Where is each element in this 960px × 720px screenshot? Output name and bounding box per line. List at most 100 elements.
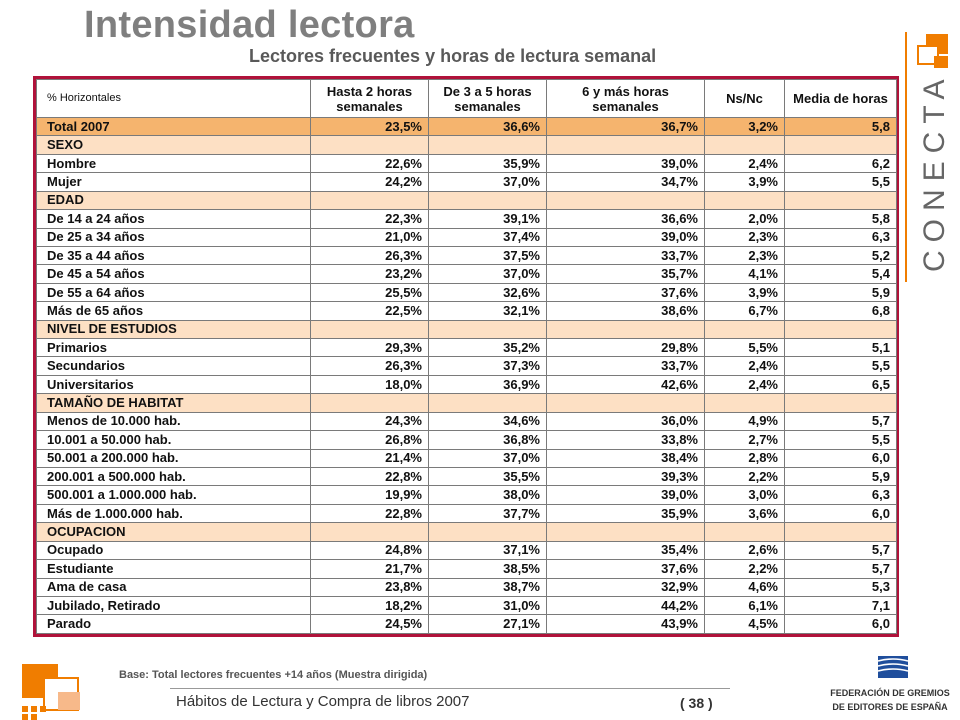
table-cell: 43,9% — [546, 614, 705, 634]
row-label: De 45 a 54 años — [36, 264, 311, 284]
table-section-row: SEXO — [36, 135, 897, 155]
table-cell: 6,3 — [784, 485, 897, 505]
row-label: Parado — [36, 614, 311, 634]
table-cell — [704, 190, 785, 211]
reading-intensity-table: % Horizontales Hasta 2 horas semanales D… — [36, 79, 897, 634]
table-cell: 6,2 — [784, 153, 897, 174]
table-cell: 36,0% — [546, 411, 705, 432]
table-cell: 36,9% — [428, 374, 547, 395]
table-cell: 37,7% — [428, 503, 547, 524]
row-label: Total 2007 — [36, 116, 311, 137]
table-cell: 38,6% — [546, 301, 705, 321]
row-label: Ama de casa — [36, 577, 311, 597]
table-cell — [310, 190, 429, 211]
table-cell: 21,0% — [310, 227, 429, 247]
table-cell — [546, 135, 705, 155]
row-label: De 14 a 24 años — [36, 209, 311, 229]
section-label: OCUPACION — [36, 522, 311, 542]
table-cell: 26,3% — [310, 356, 429, 376]
table-cell: 5,7 — [784, 559, 897, 579]
table-cell: 26,3% — [310, 245, 429, 266]
table-cell: 4,6% — [704, 577, 785, 597]
table-cell: 38,4% — [546, 448, 705, 469]
base-note: Base: Total lectores frecuentes +14 años… — [119, 669, 428, 681]
table-row: 500.001 a 1.000.000 hab. 19,9% 38,0% 39,0% 3… — [36, 485, 897, 505]
table-cell: 37,3% — [428, 356, 547, 376]
table-row: Estudiante 21,7% 38,5% 37,6% 2,2% 5,7 — [36, 559, 897, 579]
table-cell: 3,6% — [704, 503, 785, 524]
data-table-frame: % Horizontales Hasta 2 horas semanales D… — [33, 76, 899, 637]
table-cell: 22,5% — [310, 301, 429, 321]
table-cell: 36,8% — [428, 430, 547, 450]
table-cell: 26,8% — [310, 430, 429, 450]
table-cell: 36,6% — [428, 116, 547, 137]
table-cell: 37,5% — [428, 245, 547, 266]
orange-squares-logo — [22, 664, 80, 720]
table-row: Primarios 29,3% 35,2% 29,8% 5,5% 5,1 — [36, 338, 897, 358]
row-label: Primarios — [36, 338, 311, 358]
table-row: De 14 a 24 años 22,3% 39,1% 36,6% 2,0% 5,8 — [36, 209, 897, 229]
table-cell: 3,0% — [704, 485, 785, 505]
table-cell: 33,7% — [546, 356, 705, 376]
table-cell: 32,9% — [546, 577, 705, 597]
table-cell: 37,0% — [428, 264, 547, 284]
table-cell: 2,3% — [704, 245, 785, 266]
table-row: De 25 a 34 años 21,0% 37,4% 39,0% 2,3% 6,3 — [36, 227, 897, 247]
row-label: Universitarios — [36, 374, 311, 395]
table-cell: 6,5 — [784, 374, 897, 395]
table-section-row: TAMAÑO DE HABITAT — [36, 393, 897, 413]
table-cell: 6,0 — [784, 614, 897, 634]
row-label: Secundarios — [36, 356, 311, 376]
table-cell: 5,9 — [784, 282, 897, 303]
column-header: 6 y más horas semanales — [546, 79, 705, 118]
table-cell: 37,0% — [428, 448, 547, 469]
table-cell: 4,1% — [704, 264, 785, 284]
table-cell: 35,5% — [428, 467, 547, 487]
table-row: 50.001 a 200.000 hab. 21,4% 37,0% 38,4% 2,8%… — [36, 448, 897, 469]
table-cell: 31,0% — [428, 595, 547, 616]
table-cell: 34,6% — [428, 411, 547, 432]
table-cell: 6,1% — [704, 595, 785, 616]
table-cell: 35,7% — [546, 264, 705, 284]
table-cell — [546, 393, 705, 413]
column-header: Media de horas — [784, 79, 897, 118]
table-cell: 37,1% — [428, 540, 547, 561]
table-cell: 6,0 — [784, 448, 897, 469]
table-cell: 5,4 — [784, 264, 897, 284]
table-row: Universitarios 18,0% 36,9% 42,6% 2,4% 6,5 — [36, 374, 897, 395]
table-cell: 5,3 — [784, 577, 897, 597]
table-cell: 19,9% — [310, 485, 429, 505]
corner-header: % Horizontales — [36, 79, 311, 118]
table-row: 200.001 a 500.000 hab. 22,8% 35,5% 39,3% 2,2… — [36, 467, 897, 487]
table-cell: 36,7% — [546, 116, 705, 137]
table-row: De 35 a 44 años 26,3% 37,5% 33,7% 2,3% 5,2 — [36, 245, 897, 266]
table-cell — [428, 393, 547, 413]
table-cell: 2,8% — [704, 448, 785, 469]
table-cell: 5,5% — [704, 338, 785, 358]
table-cell: 37,6% — [546, 559, 705, 579]
table-cell: 38,7% — [428, 577, 547, 597]
table-cell: 5,2 — [784, 245, 897, 266]
table-cell: 7,1 — [784, 595, 897, 616]
table-cell: 5,5 — [784, 356, 897, 376]
table-cell: 33,7% — [546, 245, 705, 266]
table-cell: 3,9% — [704, 282, 785, 303]
table-cell: 5,5 — [784, 430, 897, 450]
row-label: De 35 a 44 años — [36, 245, 311, 266]
table-cell: 3,2% — [704, 116, 785, 137]
table-cell: 35,2% — [428, 338, 547, 358]
table-cell: 33,8% — [546, 430, 705, 450]
row-label: 50.001 a 200.000 hab. — [36, 448, 311, 469]
table-cell: 35,4% — [546, 540, 705, 561]
table-cell: 5,5 — [784, 172, 897, 192]
table-cell — [310, 135, 429, 155]
table-cell: 37,6% — [546, 282, 705, 303]
table-cell: 18,2% — [310, 595, 429, 616]
footer-divider — [170, 688, 730, 689]
table-cell — [310, 393, 429, 413]
row-label: Jubilado, Retirado — [36, 595, 311, 616]
table-cell: 35,9% — [546, 503, 705, 524]
table-cell: 36,6% — [546, 209, 705, 229]
table-row: Ocupado 24,8% 37,1% 35,4% 2,6% 5,7 — [36, 540, 897, 561]
table-cell — [428, 135, 547, 155]
